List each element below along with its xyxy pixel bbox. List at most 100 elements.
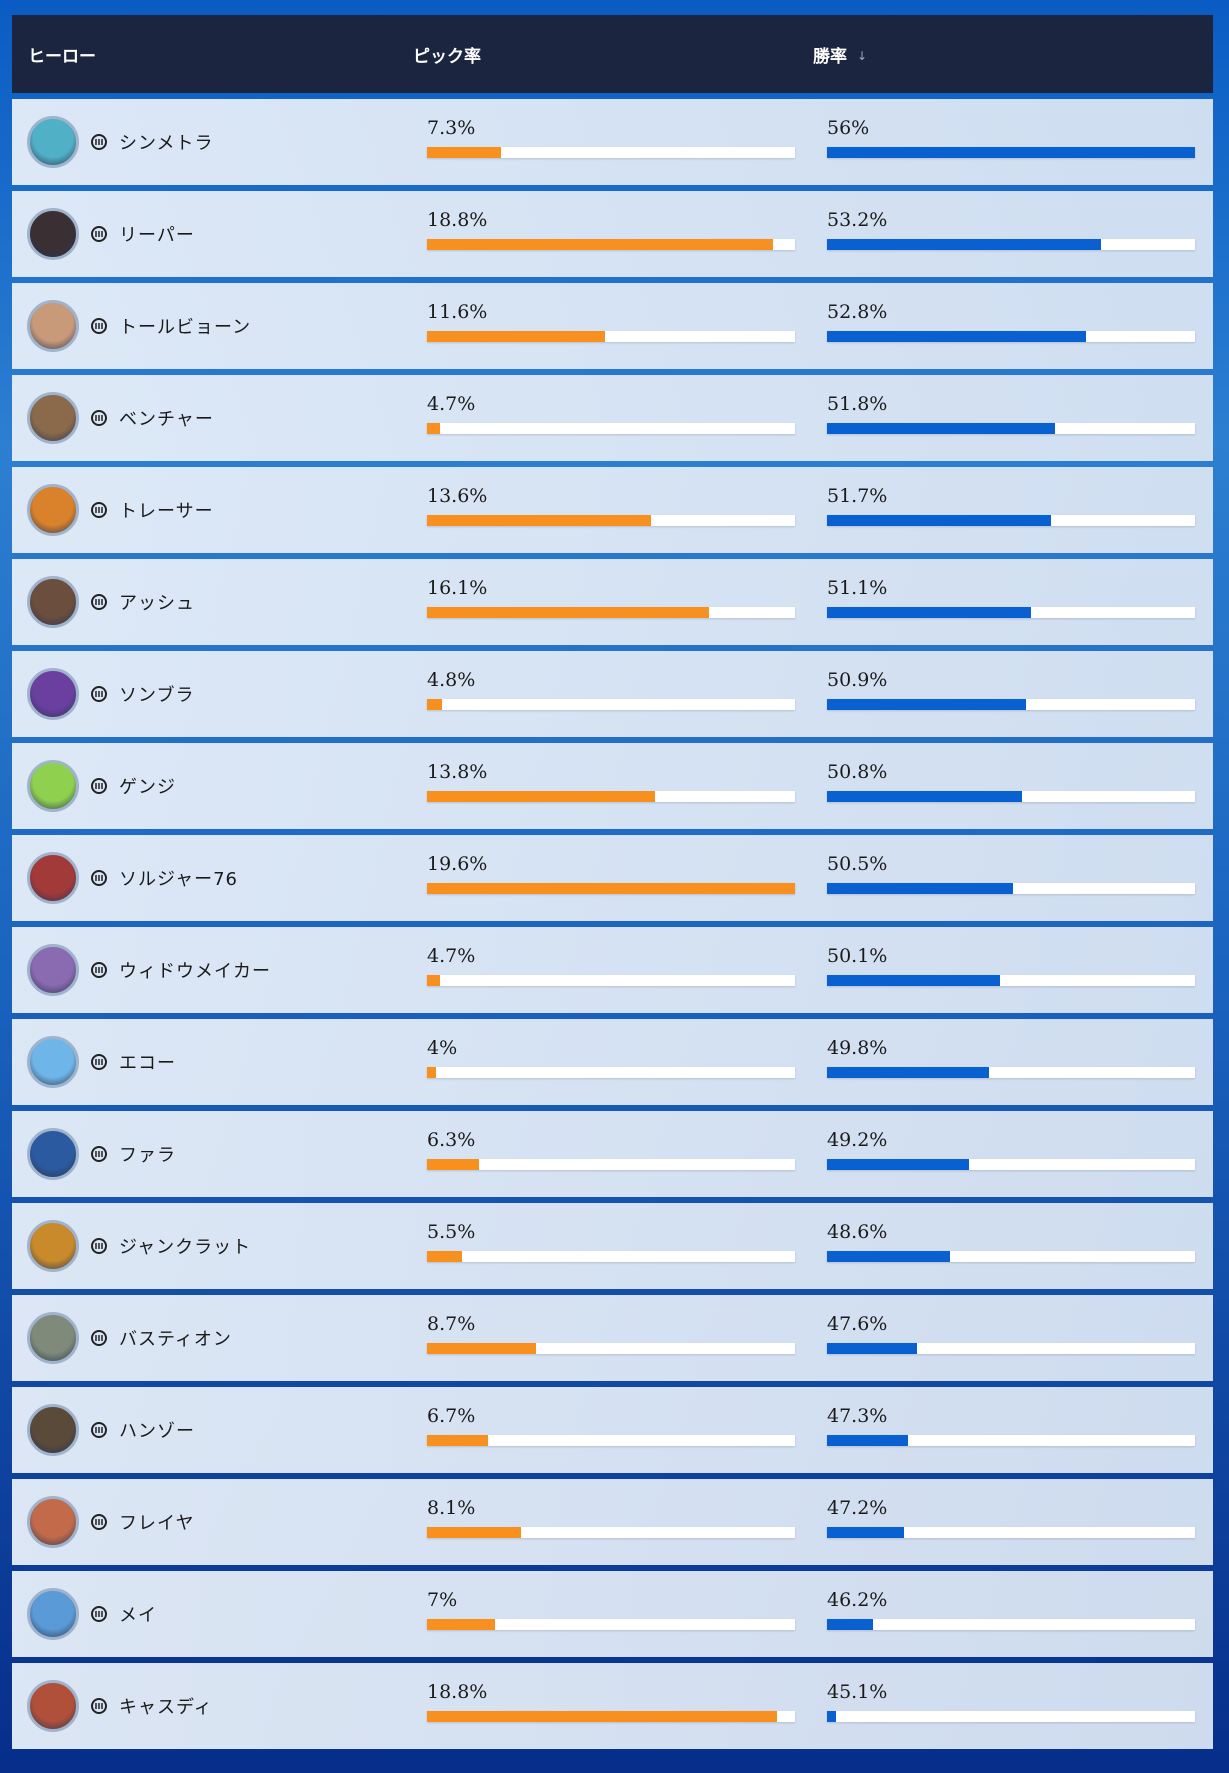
table-row[interactable]: III シンメトラ 7.3% 56%	[12, 99, 1213, 185]
win-rate-cell: 47.2%	[827, 1497, 1195, 1538]
pick-rate-value: 4.7%	[427, 393, 476, 415]
pick-rate-bar-track	[427, 1343, 795, 1354]
mei-portrait	[27, 1588, 79, 1640]
win-rate-bar-track	[827, 147, 1195, 158]
win-rate-bar-track	[827, 1251, 1195, 1262]
win-rate-value: 51.7%	[827, 485, 888, 507]
pick-rate-bar-track	[427, 883, 795, 894]
win-rate-bar-fill	[827, 883, 1013, 894]
pick-rate-bar-track	[427, 147, 795, 158]
win-rate-bar-track	[827, 1159, 1195, 1170]
table-row[interactable]: III キャスディ 18.8% 45.1%	[12, 1663, 1213, 1749]
damage-role-icon: III	[91, 1330, 107, 1346]
table-row[interactable]: III エコー 4% 49.8%	[12, 1019, 1213, 1105]
pick-rate-value: 13.8%	[427, 761, 488, 783]
pick-rate-bar-track	[427, 699, 795, 710]
win-rate-bar-track	[827, 791, 1195, 802]
win-rate-bar-fill	[827, 1067, 989, 1078]
pick-rate-value: 4.8%	[427, 669, 476, 691]
win-rate-bar-track	[827, 1067, 1195, 1078]
win-rate-bar-track	[827, 1619, 1195, 1630]
hero-cell: III シンメトラ	[12, 116, 412, 168]
table-row[interactable]: III トレーサー 13.6% 51.7%	[12, 467, 1213, 553]
damage-role-icon: III	[91, 502, 107, 518]
pick-rate-cell: 4.7%	[427, 945, 795, 986]
win-rate-bar-track	[827, 515, 1195, 526]
pick-rate-bar-track	[427, 331, 795, 342]
table-row[interactable]: III ソンブラ 4.8% 50.9%	[12, 651, 1213, 737]
pick-rate-cell: 13.8%	[427, 761, 795, 802]
table-row[interactable]: III メイ 7% 46.2%	[12, 1571, 1213, 1657]
table-row[interactable]: III ファラ 6.3% 49.2%	[12, 1111, 1213, 1197]
win-rate-cell: 51.8%	[827, 393, 1195, 434]
pick-rate-value: 5.5%	[427, 1221, 476, 1243]
pick-rate-bar-fill	[427, 1619, 496, 1630]
win-rate-cell: 48.6%	[827, 1221, 1195, 1262]
hero-cell: III アッシュ	[12, 576, 412, 628]
hero-name: ソルジャー76	[119, 869, 239, 890]
table-row[interactable]: III トールビョーン 11.6% 52.8%	[12, 283, 1213, 369]
damage-role-icon: III	[91, 1054, 107, 1070]
table-row[interactable]: III フレイヤ 8.1% 47.2%	[12, 1479, 1213, 1565]
win-rate-bar-track	[827, 1435, 1195, 1446]
sort-descending-icon[interactable]: ↓	[857, 49, 868, 63]
table-header: ヒーロー ピック率 勝率 ↓	[12, 15, 1213, 93]
widowmaker-portrait	[27, 944, 79, 996]
table-row[interactable]: III ゲンジ 13.8% 50.8%	[12, 743, 1213, 829]
pick-rate-bar-track	[427, 1527, 795, 1538]
win-rate-bar-fill	[827, 699, 1026, 710]
win-rate-value: 47.6%	[827, 1313, 888, 1335]
hero-name: ウィドウメイカー	[119, 961, 271, 982]
damage-role-icon: III	[91, 1514, 107, 1530]
win-rate-bar-fill	[827, 975, 1000, 986]
win-rate-bar-track	[827, 1527, 1195, 1538]
pick-rate-cell: 16.1%	[427, 577, 795, 618]
pick-rate-cell: 8.1%	[427, 1497, 795, 1538]
hero-name: トレーサー	[119, 501, 214, 522]
table-row[interactable]: III ハンゾー 6.7% 47.3%	[12, 1387, 1213, 1473]
hero-column-header[interactable]: ヒーロー	[28, 46, 96, 67]
torbjorn-portrait	[27, 300, 79, 352]
win-rate-cell: 50.8%	[827, 761, 1195, 802]
hero-name: ハンゾー	[119, 1421, 195, 1442]
pick-rate-bar-track	[427, 515, 795, 526]
table-row[interactable]: III ウィドウメイカー 4.7% 50.1%	[12, 927, 1213, 1013]
reaper-portrait	[27, 208, 79, 260]
win-rate-value: 50.1%	[827, 945, 888, 967]
pick-rate-value: 18.8%	[427, 209, 488, 231]
table-row[interactable]: III ジャンクラット 5.5% 48.6%	[12, 1203, 1213, 1289]
hero-cell: III フレイヤ	[12, 1496, 412, 1548]
damage-role-icon: III	[91, 686, 107, 702]
pick-rate-bar-fill	[427, 699, 442, 710]
hero-name: ソンブラ	[119, 685, 195, 706]
table-body: III シンメトラ 7.3% 56% III リーパー 18.8%	[12, 99, 1213, 1749]
win-rate-cell: 49.8%	[827, 1037, 1195, 1078]
hero-cell: III リーパー	[12, 208, 412, 260]
table-row[interactable]: III ベンチャー 4.7% 51.8%	[12, 375, 1213, 461]
hanzo-portrait	[27, 1404, 79, 1456]
table-row[interactable]: III ソルジャー76 19.6% 50.5%	[12, 835, 1213, 921]
genji-portrait	[27, 760, 79, 812]
hero-name: キャスディ	[119, 1697, 213, 1718]
win-rate-bar-track	[827, 607, 1195, 618]
pick-rate-cell: 8.7%	[427, 1313, 795, 1354]
win-rate-value: 47.3%	[827, 1405, 888, 1427]
win-rate-column-header[interactable]: 勝率 ↓	[813, 42, 867, 67]
hero-cell: III トールビョーン	[12, 300, 412, 352]
win-rate-bar-track	[827, 239, 1195, 250]
table-row[interactable]: III リーパー 18.8% 53.2%	[12, 191, 1213, 277]
pick-rate-bar-fill	[427, 331, 606, 342]
table-row[interactable]: III アッシュ 16.1% 51.1%	[12, 559, 1213, 645]
hero-cell: III ウィドウメイカー	[12, 944, 412, 996]
table-row[interactable]: III バスティオン 8.7% 47.6%	[12, 1295, 1213, 1381]
pick-rate-cell: 4%	[427, 1037, 795, 1078]
hero-name: エコー	[119, 1053, 176, 1074]
junkrat-portrait	[27, 1220, 79, 1272]
win-rate-header-label: 勝率	[813, 46, 847, 67]
damage-role-icon: III	[91, 962, 107, 978]
win-rate-bar-track	[827, 331, 1195, 342]
win-rate-value: 51.1%	[827, 577, 888, 599]
pick-rate-column-header[interactable]: ピック率	[413, 46, 481, 67]
hero-name: トールビョーン	[119, 317, 252, 338]
win-rate-value: 45.1%	[827, 1681, 888, 1703]
